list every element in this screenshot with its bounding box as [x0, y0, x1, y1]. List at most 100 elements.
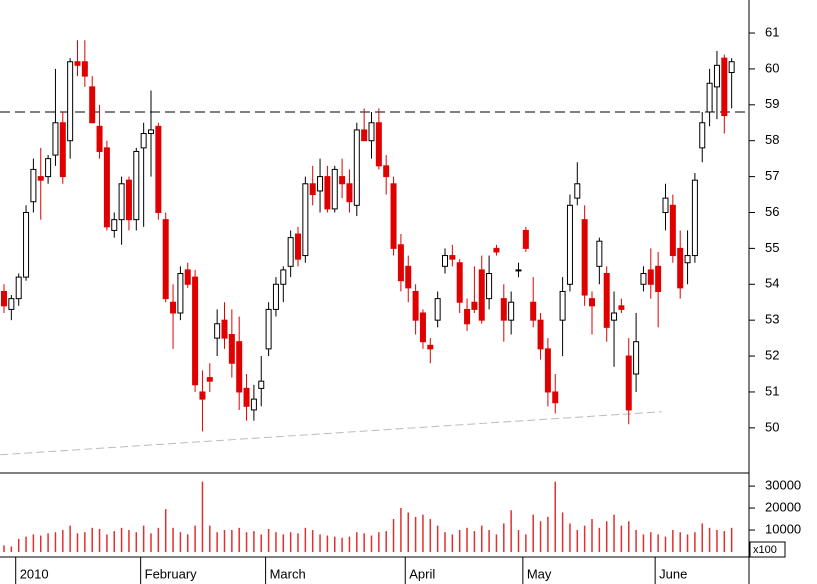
candle-body	[81, 61, 88, 77]
volume-tick-label: 10000	[765, 521, 801, 536]
candle-body	[669, 204, 676, 257]
candle-body	[37, 176, 44, 181]
x-tick-label: 2010	[20, 566, 49, 581]
y-tick-label: 58	[765, 132, 779, 147]
candle-body	[508, 301, 515, 321]
candle-body	[478, 269, 485, 321]
candle-body	[618, 305, 625, 310]
candle-body	[74, 61, 81, 66]
candle-body	[243, 387, 250, 407]
candle-body	[368, 122, 375, 142]
candle-body	[309, 183, 316, 196]
candle-body	[103, 147, 110, 228]
x-tick-label: March	[270, 566, 306, 581]
x-tick-label: May	[527, 566, 552, 581]
candle-body	[317, 176, 324, 192]
candle-body	[236, 341, 243, 393]
candle-body	[412, 290, 419, 321]
candle-body	[258, 380, 265, 389]
candle-body	[111, 219, 118, 231]
candle-body	[721, 57, 728, 117]
y-tick-label: 50	[765, 419, 779, 434]
volume-tick-label: 30000	[765, 478, 801, 493]
candle-body	[493, 247, 500, 253]
candle-body	[170, 301, 177, 314]
candle-body	[302, 183, 309, 257]
y-tick-label: 51	[765, 383, 779, 398]
candle-body	[155, 125, 162, 213]
x-tick-label: February	[145, 566, 198, 581]
candle-body	[713, 64, 720, 88]
y-tick-label: 53	[765, 312, 779, 327]
y-tick-label: 55	[765, 240, 779, 255]
candle-body	[206, 377, 213, 382]
candle-body	[537, 319, 544, 350]
candle-body	[552, 391, 559, 404]
y-tick-label: 54	[765, 276, 779, 291]
x-tick-label: June	[659, 566, 687, 581]
candle-body	[397, 244, 404, 282]
candle-body	[655, 265, 662, 292]
candle-body	[405, 265, 412, 289]
y-tick-label: 61	[765, 24, 779, 39]
candle-body	[221, 319, 228, 339]
candle-body	[331, 168, 338, 210]
candle-body	[677, 247, 684, 289]
candle-body	[324, 176, 331, 210]
candle-body	[647, 269, 654, 285]
candle-body	[442, 255, 448, 267]
candle-body	[265, 308, 272, 350]
candle-body	[706, 82, 713, 113]
candle-body	[456, 262, 463, 303]
candle-body	[148, 129, 154, 135]
candle-body	[544, 348, 551, 393]
candle-body	[471, 301, 478, 310]
candle-body	[691, 179, 698, 257]
candle-body	[45, 158, 52, 178]
candle-body	[346, 183, 353, 203]
candle-body	[383, 165, 390, 178]
candle-body	[684, 255, 691, 264]
candle-body	[228, 334, 235, 364]
candle-body	[566, 204, 573, 285]
candle-body	[390, 183, 397, 249]
candle-body	[184, 269, 191, 285]
candle-body	[633, 341, 640, 375]
candle-body	[272, 283, 279, 310]
candle-body	[59, 122, 66, 178]
candle-body	[199, 391, 206, 400]
candle-body	[611, 312, 618, 321]
candle-body	[728, 61, 735, 74]
y-tick-label: 60	[765, 60, 779, 75]
candle-body	[118, 183, 125, 221]
candle-body	[1, 290, 7, 307]
candle-body	[596, 240, 603, 267]
candle-body	[339, 176, 346, 185]
trend-line	[0, 411, 662, 456]
candle-body	[640, 273, 647, 285]
candle-body	[133, 150, 140, 221]
candle-body	[287, 237, 294, 267]
candle-body	[30, 168, 37, 203]
y-tick-label: 59	[765, 96, 779, 111]
candle-body	[361, 129, 368, 142]
candle-body	[15, 276, 22, 300]
y-tick-label: 52	[765, 348, 779, 363]
candle-body	[574, 183, 581, 199]
candle-body	[52, 122, 59, 156]
candle-body	[559, 290, 566, 321]
volume-unit-label: x100	[753, 544, 777, 556]
volume-tick-label: 20000	[765, 499, 801, 514]
candle-body	[280, 269, 287, 285]
candle-body	[353, 129, 360, 206]
candle-body	[96, 125, 103, 152]
candle-body	[530, 301, 537, 321]
candle-body	[192, 276, 199, 386]
y-tick-label: 56	[765, 204, 779, 219]
candle-body	[125, 179, 132, 221]
candle-body	[603, 273, 610, 328]
candle-body	[295, 233, 301, 260]
candle-body	[486, 273, 493, 300]
candle-body	[500, 298, 507, 321]
